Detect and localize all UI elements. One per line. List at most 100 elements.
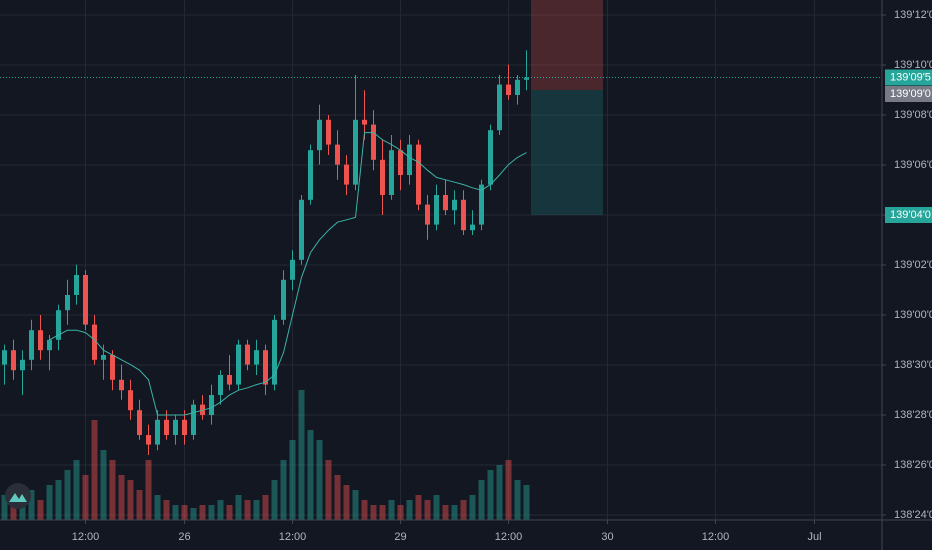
x-tick-label: 12:00: [495, 531, 523, 543]
candle-body: [362, 119, 367, 125]
x-tick-label: 26: [178, 531, 190, 543]
volume-bar: [10, 500, 17, 520]
candle-body: [146, 435, 151, 445]
volume-bar: [253, 500, 260, 520]
volume-bar: [208, 505, 215, 520]
volume-bar: [388, 500, 395, 520]
x-tick-label: 30: [601, 531, 613, 543]
candle-body: [245, 344, 250, 365]
price-label-box: [885, 207, 932, 223]
volume-bar: [505, 460, 512, 520]
volume-bar: [118, 475, 125, 520]
price-label: 139'09'5: [890, 71, 931, 83]
candle-body: [281, 279, 286, 320]
volume-bar: [316, 440, 323, 520]
candle-body: [443, 195, 448, 211]
candle-body: [380, 159, 385, 195]
volume-bar: [442, 505, 449, 520]
candle-body: [155, 419, 160, 445]
candle-body: [452, 199, 457, 211]
volume-bar: [397, 505, 404, 520]
volume-bar: [226, 505, 233, 520]
candle-body: [335, 144, 340, 165]
volume-bar: [46, 485, 53, 520]
volume-bar: [478, 480, 485, 520]
volume-bar: [100, 450, 107, 520]
candle-body: [65, 295, 70, 311]
candle-body: [209, 395, 214, 415]
y-tick-label: 139'10'0: [894, 59, 932, 71]
candle-body: [74, 275, 79, 295]
volume-layer: [1, 390, 530, 520]
y-tick-label: 139'08'0: [894, 109, 932, 121]
volume-bar: [181, 505, 188, 520]
candle-body: [371, 124, 376, 160]
volume-bar: [325, 460, 332, 520]
x-tick-label: 12:00: [279, 531, 307, 543]
candle-body: [461, 199, 466, 231]
candle-body: [515, 79, 520, 95]
candle-body: [425, 204, 430, 225]
volume-bar: [415, 495, 422, 520]
moving-average: [49, 132, 527, 416]
x-tick-label: 12:00: [702, 531, 730, 543]
logo[interactable]: [5, 483, 31, 509]
candle-body: [497, 84, 502, 131]
candle-body: [227, 375, 232, 385]
candle-body: [182, 419, 187, 435]
volume-bar: [424, 500, 431, 520]
volume-bar: [55, 480, 62, 520]
volume-bar: [307, 430, 314, 520]
candle-body: [290, 259, 295, 280]
volume-bar: [433, 495, 440, 520]
y-tick-label: 138'24'0: [894, 509, 932, 521]
volume-bar: [469, 495, 476, 520]
volume-bar: [523, 485, 530, 520]
y-tick-label: 138'26'0: [894, 459, 932, 471]
volume-bar: [496, 465, 503, 520]
volume-bar: [271, 480, 278, 520]
candle-body: [317, 119, 322, 151]
candle-body: [389, 150, 394, 195]
y-tick-label: 139'06'0: [894, 159, 932, 171]
volume-bar: [28, 490, 35, 520]
target-zone: [531, 90, 603, 215]
candle-body: [488, 130, 493, 185]
price-label-box: [885, 86, 932, 102]
x-tick-label: Jul: [807, 531, 821, 543]
position-layer: [531, 0, 603, 215]
y-tick-label: 139'12'0: [894, 9, 932, 21]
price-label-box: [885, 69, 932, 86]
volume-bar: [91, 420, 98, 520]
volume-bar: [298, 390, 305, 520]
candle-body: [254, 350, 259, 365]
volume-bar: [37, 500, 44, 520]
candle-body: [56, 310, 61, 340]
price-label: 139'09'0: [890, 88, 931, 100]
candle-body: [101, 355, 106, 360]
candle-body: [92, 324, 97, 360]
volume-bar: [64, 470, 71, 520]
price-label: 139'04'0: [890, 209, 931, 221]
candle-body: [2, 350, 7, 365]
volume-bar: [235, 495, 242, 520]
volume-bar: [514, 480, 521, 520]
candle-layer: [2, 50, 529, 455]
candle-body: [353, 119, 358, 185]
volume-bar: [172, 505, 179, 520]
volume-bar: [145, 460, 152, 520]
volume-bar: [154, 495, 161, 520]
candle-body: [299, 199, 304, 260]
candle-body: [128, 390, 133, 411]
candle-body: [47, 339, 52, 351]
volume-bar: [109, 460, 116, 520]
candle-body: [11, 350, 16, 371]
candle-body: [506, 84, 511, 95]
y-tick-label: 138'28'0: [894, 409, 932, 421]
volume-bar: [262, 495, 269, 520]
candle-body: [344, 164, 349, 185]
volume-bar: [136, 490, 143, 520]
volume-bar: [73, 460, 80, 520]
